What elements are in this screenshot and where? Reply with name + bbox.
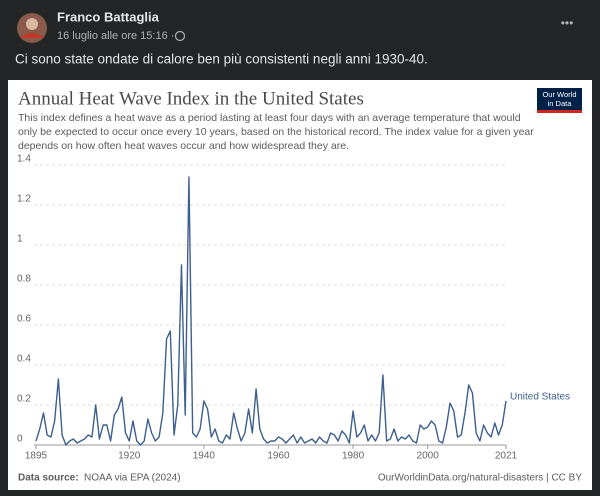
logo bbox=[537, 88, 582, 113]
series-line bbox=[35, 176, 507, 446]
x-tick-label: 1940 bbox=[193, 451, 216, 462]
y-tick-label: 1.4 bbox=[17, 154, 31, 165]
avatar-body bbox=[20, 33, 44, 38]
chart-subtitle: depends on how often heat waves occur an… bbox=[18, 140, 349, 152]
series-label: United States bbox=[510, 392, 570, 403]
y-tick-label: 0.6 bbox=[17, 314, 31, 325]
chart-title: Annual Heat Wave Index in the United Sta… bbox=[18, 88, 364, 109]
post-time[interactable]: 16 luglio alle ore 15:16 · bbox=[57, 30, 174, 42]
author-name[interactable]: Franco Battaglia bbox=[57, 9, 160, 24]
logo-text: Our World bbox=[542, 90, 576, 99]
y-tick-label: 1 bbox=[17, 234, 23, 245]
x-tick-label: 1895 bbox=[25, 451, 48, 462]
source-label: Data source: bbox=[18, 473, 79, 484]
x-tick-label: 1980 bbox=[342, 451, 365, 462]
y-tick-label: 0 bbox=[17, 434, 23, 445]
post-text: Ci sono state ondate di calore ben più c… bbox=[15, 52, 428, 67]
x-tick-label: 1960 bbox=[267, 451, 290, 462]
chart-subtitle: only be expected to occur once every 10 … bbox=[18, 126, 534, 138]
y-tick-label: 0.4 bbox=[17, 354, 31, 365]
source: NOAA via EPA (2024) bbox=[84, 473, 181, 484]
y-tick-label: 0.2 bbox=[17, 394, 31, 405]
logo-stripe bbox=[537, 110, 582, 113]
avatar-face bbox=[26, 18, 38, 30]
x-tick-label: 2000 bbox=[417, 451, 440, 462]
x-tick-label: 1920 bbox=[118, 451, 141, 462]
globe-icon bbox=[174, 30, 186, 42]
logo-text: in Data bbox=[548, 99, 573, 108]
plot: 0 0.2 0.4 0.6 0.8 1 1.2 1.4 1895 1920 1940 1960 1980… bbox=[17, 154, 570, 462]
chart-subtitle: This index defines a heat wave as a peri… bbox=[18, 112, 521, 124]
menu-button[interactable]: ••• bbox=[561, 16, 574, 30]
y-tick-label: 1.2 bbox=[17, 194, 31, 205]
y-tick-label: 0.8 bbox=[17, 274, 31, 285]
license-link[interactable]: OurWorldinData.org/natural-disasters | C… bbox=[378, 473, 582, 484]
x-tick-label: 2021 bbox=[495, 451, 518, 462]
